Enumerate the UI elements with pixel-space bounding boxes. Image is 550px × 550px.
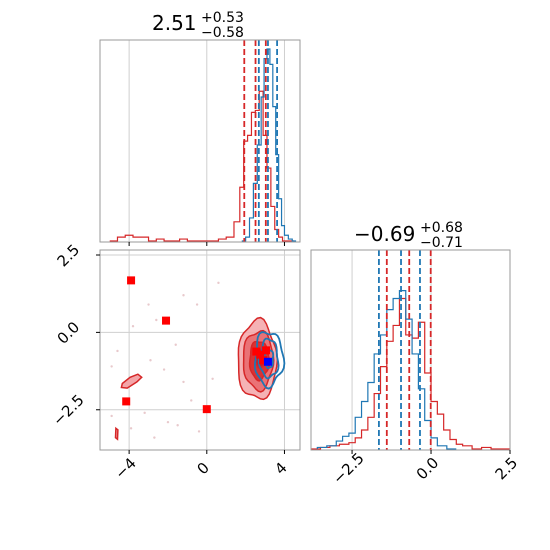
x-tick-label: 2.5 xyxy=(492,454,522,484)
y-tick-label: −2.5 xyxy=(49,391,87,429)
faint-sample-point xyxy=(143,411,146,415)
x-tick-label: 0.0 xyxy=(413,454,443,484)
faint-sample-point xyxy=(155,318,158,322)
red-square-marker xyxy=(256,350,265,359)
red-square-marker xyxy=(122,397,131,406)
red-outlier-contour xyxy=(114,426,119,441)
faint-sample-point xyxy=(166,420,170,424)
axes-frame xyxy=(99,249,301,451)
faint-sample-point xyxy=(195,303,199,306)
faint-sample-point xyxy=(217,281,220,285)
faint-sample-point xyxy=(110,365,113,368)
blue-square-marker xyxy=(263,357,272,366)
title-sub-top: −0.58 xyxy=(201,25,244,41)
title-sub-right: −0.71 xyxy=(420,235,463,251)
contour-panel: −4 0 4 2.5 0.0 −2.5 xyxy=(49,241,301,483)
faint-sample-point xyxy=(153,436,156,439)
x-tick-label: 0 xyxy=(194,459,213,478)
title-value-top: 2.51 xyxy=(152,11,197,35)
red-square-marker xyxy=(162,316,171,325)
title-sup-right: +0.68 xyxy=(420,220,463,236)
red-square-marker xyxy=(259,356,268,365)
faint-sample-point xyxy=(116,349,119,353)
panel-title-right: −0.69 +0.68 −0.71 xyxy=(354,220,463,251)
faint-sample-point xyxy=(197,430,201,433)
faint-sample-point xyxy=(174,343,177,346)
x-tick-label: 4 xyxy=(271,459,290,478)
faint-sample-point xyxy=(149,359,152,362)
faint-sample-point xyxy=(182,294,185,297)
blue-contour-level xyxy=(257,337,280,380)
red-square-marker xyxy=(262,346,271,355)
red-histogram-series xyxy=(311,297,510,450)
blue-histogram-series xyxy=(241,48,297,242)
x-tick-label: −4 xyxy=(111,454,139,482)
x-tick-label: −2.5 xyxy=(329,449,367,487)
axes-frame xyxy=(99,39,301,243)
red-outlier-contour xyxy=(120,373,143,389)
contour-plot-area xyxy=(100,250,300,450)
faint-sample-point xyxy=(162,368,166,371)
panel-title-top: 2.51 +0.53 −0.58 xyxy=(152,10,244,41)
blue-contour-level xyxy=(253,331,286,390)
red-histogram-series xyxy=(109,90,295,242)
histogram-panel-right: −2.5 0.0 2.5 xyxy=(310,249,522,488)
faint-sample-point xyxy=(211,377,214,381)
y-tick-label: 0.0 xyxy=(54,318,84,348)
histogram-panel-top xyxy=(99,39,301,246)
red-square-marker xyxy=(127,276,136,285)
faint-sample-point xyxy=(190,399,193,402)
title-sup-top: +0.53 xyxy=(201,10,244,26)
y-tick-label: 2.5 xyxy=(54,241,84,271)
faint-sample-point xyxy=(182,380,185,384)
faint-sample-point xyxy=(176,424,179,427)
red-square-marker xyxy=(202,405,211,414)
axes-frame xyxy=(310,249,511,451)
faint-sample-point xyxy=(131,324,135,328)
faint-sample-point xyxy=(147,303,150,306)
faint-sample-point xyxy=(129,427,133,430)
title-value-right: −0.69 xyxy=(354,222,415,246)
faint-sample-point xyxy=(110,414,113,418)
